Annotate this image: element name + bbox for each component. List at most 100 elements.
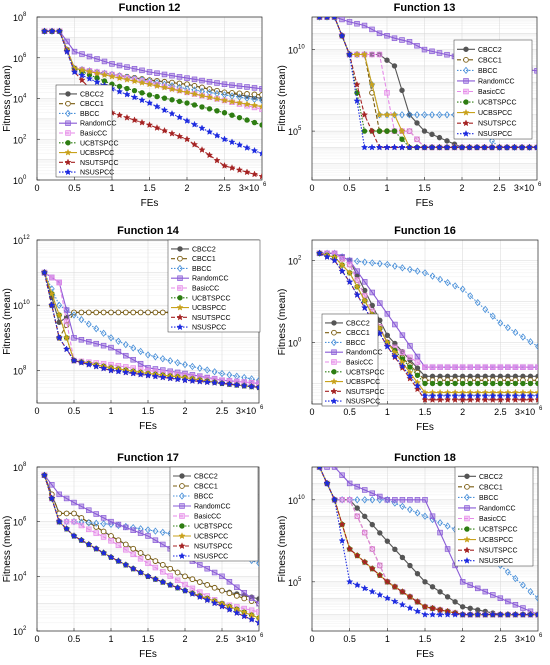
series-group <box>40 471 259 626</box>
data-point-nsuspcc <box>496 610 504 618</box>
data-point-basiccc <box>429 364 436 370</box>
data-point-nsutspcc <box>205 151 214 159</box>
data-point-nsuspcc <box>481 610 489 618</box>
data-point-cbcc1 <box>211 584 218 591</box>
data-point-cbcc1 <box>63 510 70 517</box>
data-point-bbcc <box>459 285 466 293</box>
data-point-basiccc <box>354 513 360 519</box>
data-point-ucbtspcc <box>452 380 458 387</box>
data-point-bbcc <box>316 17 323 21</box>
data-point-ucbspcc <box>123 75 131 83</box>
data-point-cbcc2 <box>354 505 360 511</box>
x-multiplier-exponent: 6 <box>260 633 264 639</box>
legend-label-ucbtspcc: UCBTSPCC <box>346 369 385 376</box>
data-point-nsuspcc <box>233 381 241 389</box>
data-point-bbcc <box>93 519 100 527</box>
x-tick-label: 1.5 <box>142 634 155 644</box>
data-point-randomcc <box>512 602 519 608</box>
data-point-cbcc1 <box>199 84 205 91</box>
legend-label-basiccc: BasicCC <box>479 516 506 523</box>
data-point-ucbspcc <box>153 82 161 89</box>
data-point-cbcc2 <box>422 579 428 585</box>
data-point-randomcc <box>234 584 240 591</box>
data-point-randomcc <box>505 598 511 605</box>
data-point-ucbtspcc <box>206 106 213 112</box>
data-point-randomcc <box>444 51 450 58</box>
data-point-bbcc <box>100 329 107 337</box>
data-point-nsuspcc <box>55 517 63 525</box>
data-point-ucbtspcc <box>199 104 205 110</box>
data-point-nsuspcc <box>361 304 369 311</box>
data-point-nsuspcc <box>174 375 182 383</box>
data-point-randomcc <box>78 337 85 343</box>
data-point-randomcc <box>407 343 413 349</box>
data-point-cbcc2 <box>414 365 421 371</box>
data-point-cbcc1 <box>233 592 240 599</box>
legend-marker-nsutspcc <box>64 158 72 166</box>
data-point-nsuspcc <box>255 619 259 626</box>
x-tick-label: 1.5 <box>143 183 156 193</box>
data-point-randomcc <box>436 50 443 56</box>
data-point-nsuspcc <box>504 610 512 618</box>
data-point-ucbtspcc <box>124 85 130 92</box>
data-point-basiccc <box>182 581 188 588</box>
data-point-randomcc <box>86 53 93 60</box>
data-point-ucbtspcc <box>512 380 519 387</box>
y-tick-label: 10 <box>13 301 23 311</box>
data-point-nsuspcc <box>353 97 361 104</box>
series-line-bbcc <box>43 272 259 381</box>
legend-marker-nsuspcc <box>462 130 470 137</box>
data-point-nsutspcc <box>145 121 154 129</box>
data-point-bbcc <box>174 359 181 367</box>
data-point-nsuspcc <box>451 610 459 618</box>
x-multiplier-exponent: 6 <box>538 182 542 188</box>
data-point-ucbspcc <box>78 66 86 74</box>
data-point-ucbtspcc <box>475 380 481 387</box>
data-point-bbcc <box>520 333 526 341</box>
data-point-basiccc <box>520 364 526 370</box>
y-tick-exponent: 0 <box>298 338 302 344</box>
series-line-randomcc <box>44 30 262 90</box>
data-point-nsuspcc <box>240 612 248 620</box>
data-point-nsuspcc <box>248 615 256 623</box>
data-point-randomcc <box>131 65 138 72</box>
data-point-nsutspcc <box>361 558 369 566</box>
data-point-randomcc <box>414 497 421 503</box>
y-tick-exponent: 4 <box>23 571 27 577</box>
data-point-nsuspcc <box>63 47 71 55</box>
legend-label-basiccc: BasicCC <box>194 514 221 521</box>
data-point-nsutspcc <box>383 578 391 585</box>
x-multiplier-label: 3×10 <box>239 183 259 193</box>
data-point-nsuspcc <box>85 360 93 368</box>
data-point-randomcc <box>497 595 504 601</box>
data-point-basiccc <box>63 518 70 525</box>
data-point-ucbspcc <box>63 334 71 341</box>
legend-marker-cbcc1 <box>331 329 337 336</box>
data-point-nsutspcc <box>398 588 406 595</box>
data-point-nsuspcc <box>390 143 399 151</box>
data-point-randomcc <box>191 76 198 83</box>
data-point-basiccc <box>339 256 345 262</box>
data-point-ucbtspcc <box>527 380 534 387</box>
data-point-cbcc1 <box>241 595 248 602</box>
data-point-nsuspcc <box>205 128 214 135</box>
data-point-ucbtspcc <box>459 380 466 387</box>
data-point-randomcc <box>108 344 114 351</box>
data-point-bbcc <box>331 17 338 21</box>
data-point-nsuspcc <box>317 17 322 21</box>
data-point-ucbtspcc <box>391 128 398 134</box>
legend-label-basiccc: BasicCC <box>478 89 505 96</box>
data-point-nsuspcc <box>211 599 219 607</box>
data-point-cbcc2 <box>256 596 259 602</box>
data-point-nsuspcc <box>317 467 322 471</box>
x-tick-label: 0 <box>34 406 39 416</box>
data-point-nsuspcc <box>92 362 100 370</box>
chart-title: Function 13 <box>394 2 456 14</box>
data-point-nsutspcc <box>511 396 519 403</box>
data-point-ucbspcc <box>534 388 538 396</box>
x-tick-label: 2.5 <box>494 634 507 644</box>
series-line-bbcc <box>319 467 538 599</box>
data-point-basiccc <box>256 609 259 615</box>
data-point-nsutspcc <box>78 76 86 84</box>
data-point-ucbspcc <box>228 97 236 105</box>
